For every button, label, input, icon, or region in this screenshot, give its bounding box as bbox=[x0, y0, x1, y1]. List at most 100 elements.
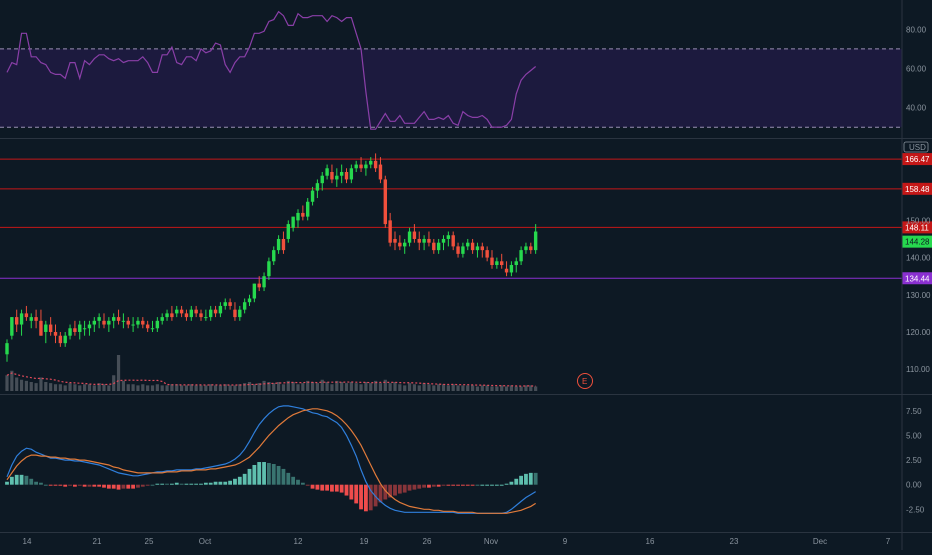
date-tick-label: 7 bbox=[886, 537, 891, 546]
macd-histogram-bar bbox=[136, 484, 140, 488]
macd-histogram-bar bbox=[223, 481, 228, 485]
macd-histogram-bar bbox=[213, 481, 218, 485]
volume-bar bbox=[189, 384, 193, 391]
price-tick-label: 140.00 bbox=[906, 254, 931, 263]
volume-bar bbox=[456, 385, 460, 391]
candle-body bbox=[296, 212, 300, 221]
macd-histogram-bar bbox=[53, 484, 58, 486]
candle-body bbox=[504, 268, 509, 273]
candle-body bbox=[267, 261, 271, 277]
candle-body bbox=[73, 328, 77, 332]
candle-body bbox=[306, 201, 310, 217]
candle-body bbox=[252, 283, 257, 299]
y-axis: 40.00 60.00 80.00 166.47 158.48 148.11 134.44 1… bbox=[902, 25, 932, 514]
volume-bar bbox=[471, 385, 475, 391]
macd-panel bbox=[5, 405, 538, 514]
volume-bar bbox=[534, 386, 538, 391]
candle-body bbox=[533, 231, 538, 251]
candle-body bbox=[412, 231, 417, 239]
date-tick-label: 9 bbox=[563, 537, 568, 546]
volume-bar bbox=[374, 380, 378, 391]
volume-bar bbox=[359, 384, 363, 391]
macd-histogram-bar bbox=[102, 484, 106, 488]
macd-histogram-bar bbox=[155, 483, 160, 485]
macd-histogram-bar bbox=[310, 484, 315, 489]
volume-bar bbox=[175, 384, 179, 391]
date-tick-label: 12 bbox=[294, 537, 303, 546]
macd-histogram-bar bbox=[48, 484, 53, 486]
candle-body bbox=[68, 328, 72, 336]
macd-histogram-bar bbox=[475, 484, 480, 486]
volume-bar bbox=[441, 384, 446, 391]
volume-bar bbox=[388, 383, 392, 391]
volume-bar bbox=[165, 385, 169, 391]
volume-bar bbox=[209, 384, 213, 391]
macd-histogram-bar bbox=[514, 478, 519, 485]
macd-histogram-bar bbox=[189, 483, 194, 485]
candle-body bbox=[136, 320, 140, 325]
candle-body bbox=[194, 309, 198, 314]
candle-body bbox=[393, 238, 397, 243]
candle-body bbox=[398, 242, 402, 247]
macd-histogram-bar bbox=[378, 484, 383, 503]
macd-histogram-bar bbox=[291, 476, 296, 485]
volume-bar bbox=[49, 383, 53, 391]
volume-bar bbox=[335, 380, 339, 391]
volume-bar bbox=[495, 386, 499, 391]
volume-bar bbox=[446, 385, 450, 391]
candle-body bbox=[121, 320, 126, 322]
candle-body bbox=[155, 320, 160, 329]
candle-body bbox=[519, 250, 523, 262]
macd-histogram-bar bbox=[39, 482, 43, 485]
candle-body bbox=[228, 302, 232, 306]
candle-body bbox=[87, 324, 92, 329]
candle-body bbox=[112, 317, 116, 321]
macd-histogram-bar bbox=[63, 484, 68, 487]
earnings-marker-circle bbox=[577, 373, 593, 389]
volume-bar bbox=[427, 384, 431, 391]
candle-body bbox=[475, 246, 480, 251]
candle-body bbox=[189, 309, 193, 318]
macd-histogram-bar bbox=[461, 484, 465, 486]
macd-histogram-bar bbox=[427, 484, 431, 488]
volume-bar bbox=[500, 385, 504, 391]
macd-histogram-bar bbox=[354, 484, 359, 504]
volume-bar bbox=[141, 384, 145, 391]
macd-histogram-bar bbox=[174, 482, 179, 485]
volume-bar bbox=[286, 380, 290, 391]
volume-bar bbox=[180, 385, 184, 391]
date-tick-label: 23 bbox=[730, 537, 739, 546]
macd-histogram-bar bbox=[436, 484, 441, 487]
level-label-bg bbox=[902, 221, 932, 234]
volume-bar bbox=[136, 385, 140, 391]
volume-bar bbox=[529, 385, 533, 391]
volume-bar bbox=[160, 385, 164, 391]
volume-bar bbox=[10, 370, 14, 391]
macd-histogram-bar bbox=[470, 484, 475, 486]
candle-body bbox=[184, 313, 189, 318]
candle-body bbox=[344, 171, 349, 180]
candle-body bbox=[150, 328, 155, 330]
macd-histogram-bar bbox=[393, 484, 397, 496]
candle-body bbox=[24, 313, 29, 318]
macd-histogram-bar bbox=[315, 484, 320, 490]
volume-bar bbox=[199, 385, 203, 391]
volume-bar bbox=[398, 384, 402, 391]
candle-body bbox=[441, 238, 446, 243]
macd-histogram-bar bbox=[320, 484, 325, 491]
level-label: 148.11 bbox=[905, 223, 929, 232]
volume-bar bbox=[15, 377, 19, 391]
macd-histogram-bar bbox=[286, 472, 291, 485]
candle-body bbox=[446, 235, 451, 239]
candle-body bbox=[116, 317, 121, 321]
candle-body bbox=[286, 224, 290, 239]
candle-body bbox=[102, 320, 106, 325]
volume-bar bbox=[281, 384, 286, 391]
level-label: 166.47 bbox=[905, 155, 930, 164]
volume-bar bbox=[514, 386, 518, 391]
candle-body bbox=[257, 283, 261, 288]
macd-histogram-bar bbox=[126, 484, 131, 489]
volume-bar bbox=[58, 384, 62, 391]
volume-bar bbox=[223, 384, 227, 391]
